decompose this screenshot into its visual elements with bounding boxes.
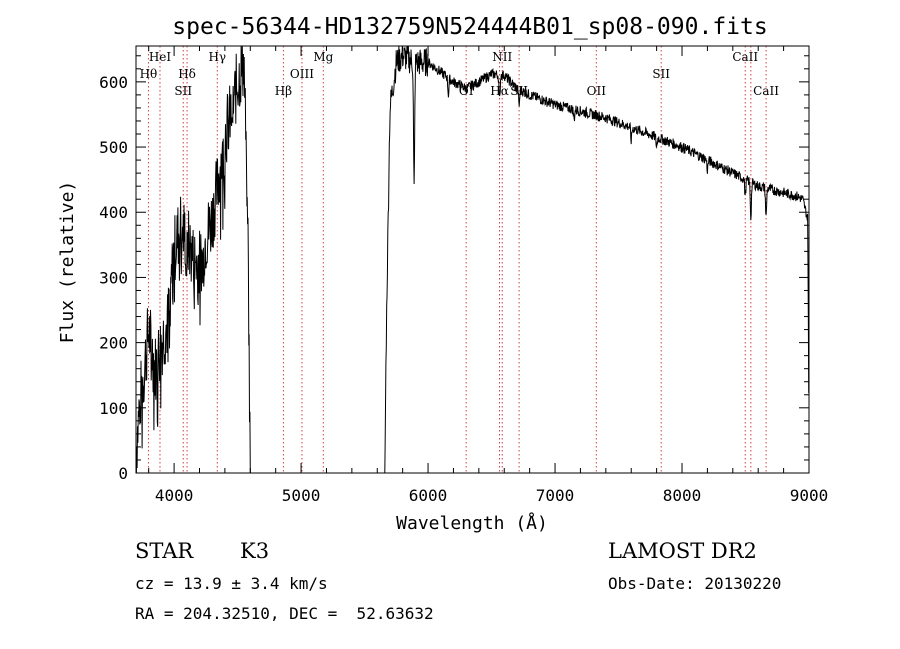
- y-tick-label: 400: [99, 203, 128, 222]
- line-marker-label: CaII: [732, 50, 758, 64]
- object-subclass: K3: [240, 539, 270, 563]
- y-tick-label: 600: [99, 73, 128, 92]
- spectrum-plot: [135, 45, 810, 474]
- line-marker-label: SII: [652, 67, 670, 81]
- x-tick-label: 8000: [663, 486, 702, 505]
- chart-title: spec-56344-HD132759N524444B01_sp08-090.f…: [172, 14, 767, 40]
- ra-dec-coordinates: RA = 204.32510, DEC = 52.63632: [135, 604, 434, 623]
- line-marker-label: Mg: [313, 50, 333, 64]
- x-tick-label: 4000: [155, 486, 194, 505]
- x-axis-label: Wavelength (Å): [396, 512, 548, 534]
- axes: 4000 5000 6000 7000 8000 9000 0 100 200 300 400 500…: [99, 45, 829, 505]
- line-marker-label: SII: [174, 84, 192, 98]
- y-tick-label: 200: [99, 334, 128, 353]
- object-class: STAR: [135, 539, 194, 563]
- line-marker-label: Hθ: [140, 67, 158, 81]
- line-marker-label: CaII: [753, 84, 779, 98]
- x-tick-label: 7000: [536, 486, 575, 505]
- x-tick-label: 5000: [282, 486, 321, 505]
- line-marker-label: HeI: [149, 50, 172, 64]
- spectrum-line: [135, 45, 810, 474]
- x-tick-label: 6000: [409, 486, 448, 505]
- x-tick-label: 9000: [790, 486, 829, 505]
- observation-date: Obs-Date: 20130220: [608, 574, 782, 593]
- y-tick-label: 100: [99, 399, 128, 418]
- line-marker-label: OIII: [290, 67, 314, 81]
- line-marker-label: OII: [587, 84, 607, 98]
- line-marker-label: NII: [492, 50, 512, 64]
- survey-name: LAMOST DR2: [608, 539, 757, 563]
- line-marker-label: Hδ: [178, 67, 196, 81]
- y-axis-label: Flux (relative): [57, 181, 78, 344]
- line-marker-label: Hγ: [208, 50, 226, 64]
- y-tick-label: 0: [118, 464, 128, 483]
- plot-frame: [135, 45, 810, 474]
- y-tick-label: 300: [99, 268, 128, 287]
- y-tick-label: 500: [99, 138, 128, 157]
- line-marker-label: Hβ: [275, 84, 292, 98]
- redshift-cz: cz = 13.9 ± 3.4 km/s: [135, 574, 328, 593]
